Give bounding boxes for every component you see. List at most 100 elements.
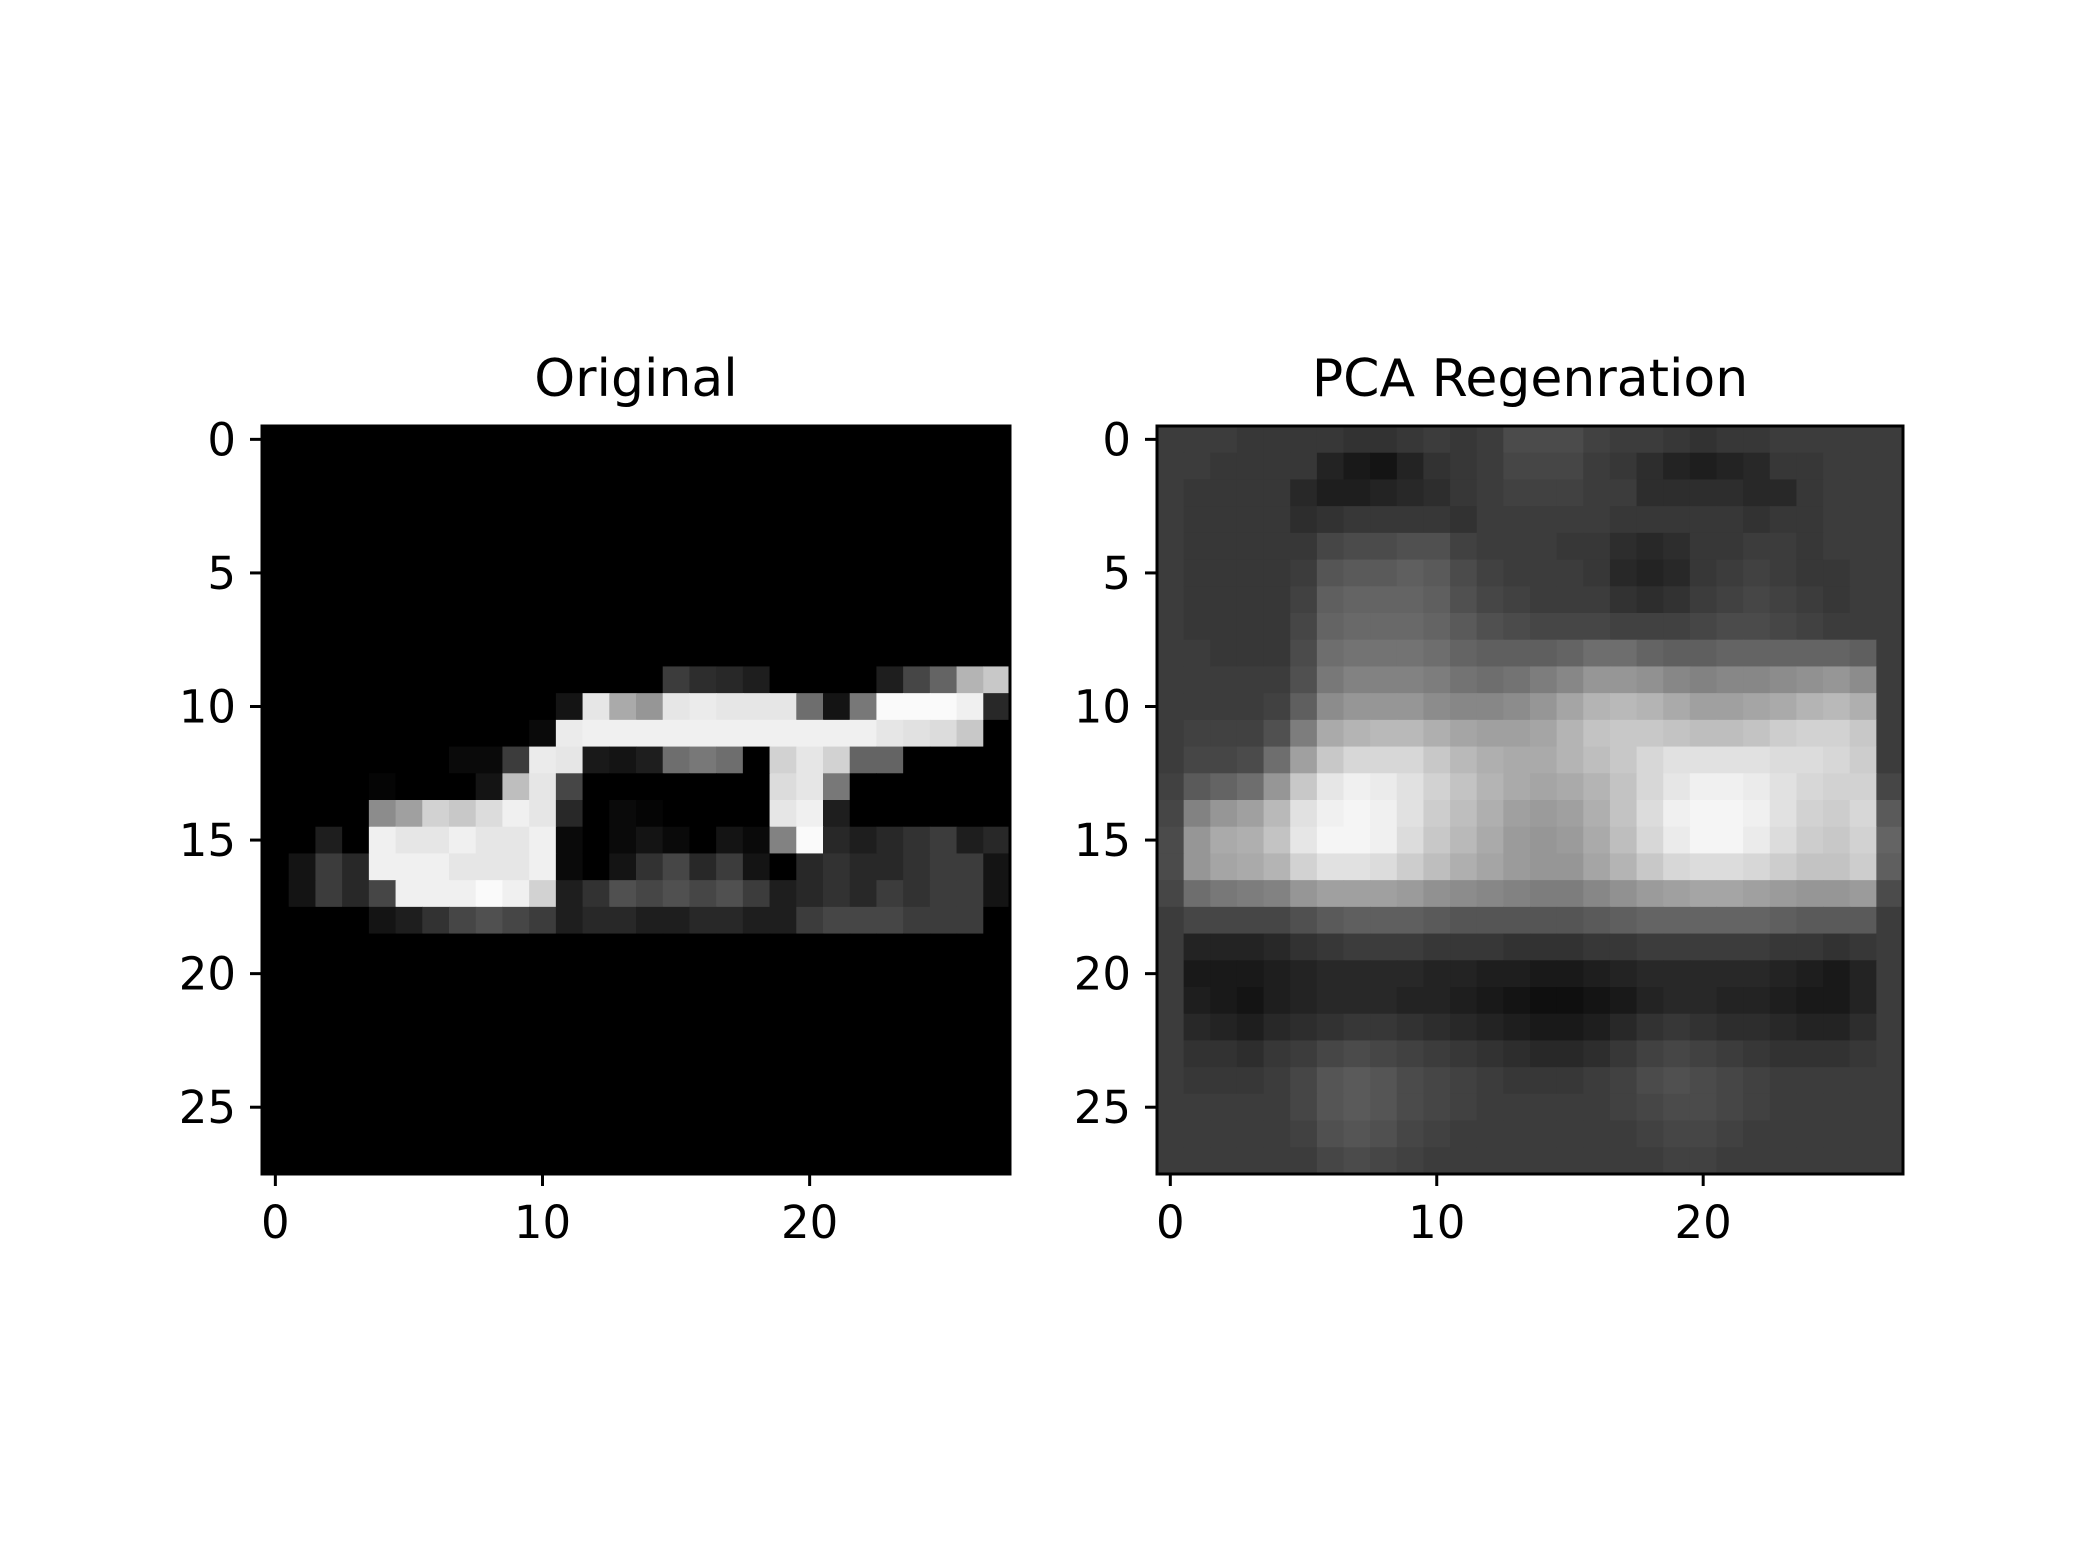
pixel-cell — [529, 826, 557, 855]
pixel-cell — [1876, 800, 1904, 828]
pixel-cell — [529, 773, 557, 801]
pixel-cell — [1316, 719, 1345, 748]
pixel-cell — [1689, 906, 1718, 935]
pixel-cell — [1450, 906, 1478, 935]
pixel-cell — [502, 613, 530, 641]
pixel-cell — [1316, 586, 1345, 614]
pixel-cell — [742, 880, 771, 908]
pixel-cell — [1263, 906, 1291, 935]
pixel-cell — [1157, 1093, 1185, 1122]
pixel-cell — [1236, 773, 1265, 801]
pixel-cell — [1210, 586, 1238, 614]
pixel-cell — [1396, 506, 1425, 534]
pixel-cell — [1556, 693, 1584, 721]
pixel-cell — [1556, 639, 1584, 668]
pixel-cell — [1769, 666, 1798, 694]
pixel-cell — [1716, 987, 1744, 1015]
pixel-cell — [742, 532, 771, 561]
pixel-cell — [1396, 1147, 1425, 1175]
pixel-cell — [769, 1120, 797, 1148]
pixel-cell — [769, 532, 797, 561]
pixel-cell — [1663, 559, 1691, 587]
pixel-cell — [1343, 426, 1371, 454]
pixel-cell — [662, 506, 691, 534]
pixel-cell — [502, 1093, 530, 1122]
pixel-cell — [1503, 532, 1531, 561]
pixel-cell — [1876, 479, 1904, 507]
pixel-cell — [1743, 1040, 1771, 1068]
pixel-cell — [903, 1013, 931, 1042]
pixel-cell — [288, 853, 317, 881]
pixel-cell — [1290, 960, 1318, 988]
pixel-cell — [1609, 880, 1638, 908]
pixel-cell — [1849, 479, 1877, 507]
pixel-cell — [502, 1067, 530, 1095]
pixel-cell — [315, 639, 343, 668]
pixel-cell — [1183, 826, 1211, 855]
pixel-cell — [849, 666, 878, 694]
pixel-cell — [636, 1040, 664, 1068]
pixel-cell — [823, 639, 851, 668]
pixel-cell — [609, 452, 637, 481]
pixel-cell — [449, 853, 477, 881]
pixel-cell — [422, 479, 450, 507]
pixel-cell — [1450, 1120, 1478, 1148]
pixel-cell — [662, 933, 691, 961]
pixel-cell — [823, 1013, 851, 1042]
pixel-cell — [903, 853, 931, 881]
pixel-cell — [1583, 933, 1611, 961]
pixel-cell — [1743, 746, 1771, 774]
pixel-cell — [555, 746, 584, 774]
pixel-cell — [1396, 800, 1425, 828]
pixel-cell — [716, 1067, 744, 1095]
pixel-cell — [1236, 613, 1265, 641]
pixel-cell — [1636, 1147, 1664, 1175]
pixel-cell — [1343, 693, 1371, 721]
pixel-cell — [903, 719, 931, 748]
pixel-cell — [1689, 800, 1718, 828]
pixel-cell — [529, 1013, 557, 1042]
pixel-cell — [315, 933, 343, 961]
pixel-cell — [662, 1040, 691, 1068]
pixel-cell — [823, 693, 851, 721]
pixel-cell — [1743, 693, 1771, 721]
pixel-cell — [689, 1120, 717, 1148]
pixel-cell — [1236, 880, 1265, 908]
pixel-cell — [636, 1147, 664, 1175]
pixel-cell — [1556, 906, 1584, 935]
pixel-cell — [1663, 1067, 1691, 1095]
pixel-cell — [662, 426, 691, 454]
pixel-cell — [582, 853, 610, 881]
pixel-cell — [609, 693, 637, 721]
pixel-cell — [288, 800, 317, 828]
pixel-cell — [1530, 1067, 1558, 1095]
pixel-cell — [1396, 1120, 1425, 1148]
pixel-cell — [1396, 853, 1425, 881]
pixel-cell — [796, 1040, 824, 1068]
pixel-cell — [1236, 960, 1265, 988]
pixel-cell — [449, 880, 477, 908]
pixel-cell — [609, 426, 637, 454]
pixel-cell — [1530, 987, 1558, 1015]
pixel-cell — [1476, 960, 1504, 988]
pixel-cell — [1583, 639, 1611, 668]
pixel-cell — [1876, 1013, 1904, 1042]
pixel-cell — [876, 559, 904, 587]
pixel-cell — [315, 426, 343, 454]
pixel-cell — [342, 613, 370, 641]
pixel-cell — [342, 639, 370, 668]
pixel-cell — [956, 426, 984, 454]
pixel-cell — [1689, 960, 1718, 988]
pixel-cell — [315, 693, 343, 721]
pixel-cell — [689, 933, 717, 961]
pixel-cell — [1343, 826, 1371, 855]
pixel-cell — [1636, 773, 1664, 801]
pixel-cell — [1530, 1120, 1558, 1148]
pixel-cell — [1716, 906, 1744, 935]
pixel-cell — [1503, 933, 1531, 961]
pixel-cell — [716, 532, 744, 561]
pixel-cell — [449, 719, 477, 748]
pixel-cell — [689, 559, 717, 587]
pixel-cell — [1823, 1067, 1851, 1095]
